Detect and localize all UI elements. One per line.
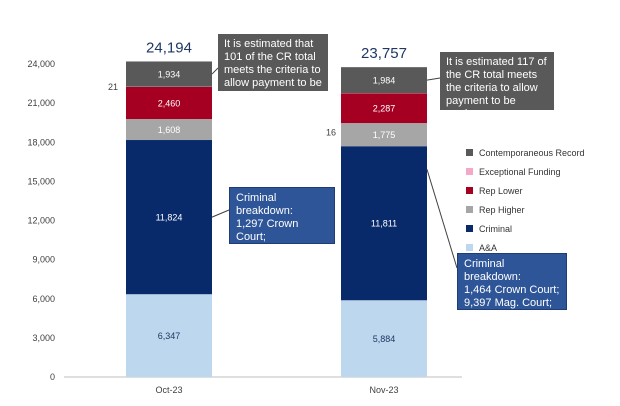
y-tick-label: 18,000 <box>27 137 55 147</box>
legend-swatch <box>466 225 473 232</box>
callout-connector <box>426 77 441 81</box>
x-tick-label: Oct-23 <box>155 385 182 395</box>
bar-segment <box>126 61 212 87</box>
data-label: 6,347 <box>158 331 181 341</box>
bar-segment <box>341 67 427 94</box>
legend-label: A&A <box>479 242 498 253</box>
legend-item: Criminal <box>466 219 620 238</box>
nov-criminal-annotation: Criminal breakdown: 1,464 Crown Court; 9… <box>457 253 567 335</box>
x-tick-label: Nov-23 <box>369 385 398 395</box>
legend-item: A&A <box>466 238 620 257</box>
data-label: 1,775 <box>373 130 396 140</box>
y-tick-label: 9,000 <box>32 255 55 265</box>
legend-label: Rep Lower <box>479 185 523 196</box>
data-label: 1,608 <box>158 125 181 135</box>
nov-criminal-line-2: 1,464 Crown Court; <box>464 284 560 296</box>
bar-total-label: 23,757 <box>361 45 407 62</box>
legend-label: Exceptional Funding <box>479 166 561 177</box>
y-tick-label: 21,000 <box>27 98 55 108</box>
y-tick-label: 15,000 <box>27 176 55 186</box>
legend-label: Rep Higher <box>479 204 525 215</box>
y-tick-label: 6,000 <box>32 294 55 304</box>
legend-swatch <box>466 206 473 213</box>
data-label: 21 <box>108 82 118 92</box>
legend-item: Exceptional Funding <box>466 162 620 181</box>
data-label: 5,884 <box>373 334 396 344</box>
data-label: 11,824 <box>156 213 183 223</box>
oct-criminal-annotation: Criminal breakdown: 1,297 Crown Court; 9… <box>229 187 335 282</box>
oct-criminal-line-2: 1,297 Crown Court; <box>236 218 299 243</box>
data-label: 2,460 <box>158 99 181 109</box>
bar-segment <box>126 294 212 377</box>
data-label: 1,934 <box>158 70 181 80</box>
oct-criminal-line-3: 9,801 Mag. Court; <box>236 244 325 256</box>
y-tick-label: 0 <box>50 372 55 382</box>
data-label: 16 <box>326 127 336 137</box>
data-label: 2,287 <box>373 104 396 114</box>
y-tick-label: 3,000 <box>32 333 55 343</box>
legend-label: Criminal <box>479 223 513 234</box>
legend-swatch <box>466 168 473 175</box>
data-label: 1,984 <box>373 76 396 86</box>
callout-connector <box>211 209 230 218</box>
chart-legend: Contemporaneous Record Exceptional Fundi… <box>466 143 620 257</box>
oct-criminal-line-4: 726 CoA/Extradition. <box>236 257 316 282</box>
legend-label: Contemporaneous Record <box>479 147 585 158</box>
bar-segment <box>341 146 427 301</box>
y-tick-label: 24,000 <box>27 59 55 69</box>
legend-item: Rep Lower <box>466 181 620 200</box>
legend-item: Contemporaneous Record <box>466 143 620 162</box>
bar-segment <box>341 123 427 147</box>
bar-segment <box>126 86 212 120</box>
bar-segment <box>341 93 427 124</box>
legend-swatch <box>466 244 473 251</box>
legend-item: Rep Higher <box>466 200 620 219</box>
nov-criminal-line-4: 950 CoA/Extradition. <box>464 310 544 335</box>
callout-connector <box>211 67 219 75</box>
y-tick-label: 12,000 <box>27 216 55 226</box>
callout-connector <box>426 169 458 269</box>
legend-swatch <box>466 187 473 194</box>
legend-swatch <box>466 149 473 156</box>
bar-segment <box>126 140 212 295</box>
bar-total-label: 24,194 <box>146 39 192 56</box>
oct-cr-annotation: It is estimated that 101 of the CR total… <box>218 34 328 102</box>
data-label: 11,811 <box>371 219 397 229</box>
oct-criminal-line-1: Criminal breakdown: <box>236 192 293 217</box>
bar-segment <box>126 119 212 141</box>
nov-criminal-line-3: 9,397 Mag. Court; <box>464 297 553 309</box>
nov-cr-annotation: It is estimated 117 of the CR total meet… <box>440 52 554 120</box>
nov-criminal-line-1: Criminal breakdown: <box>464 258 521 283</box>
bar-segment <box>341 300 427 377</box>
